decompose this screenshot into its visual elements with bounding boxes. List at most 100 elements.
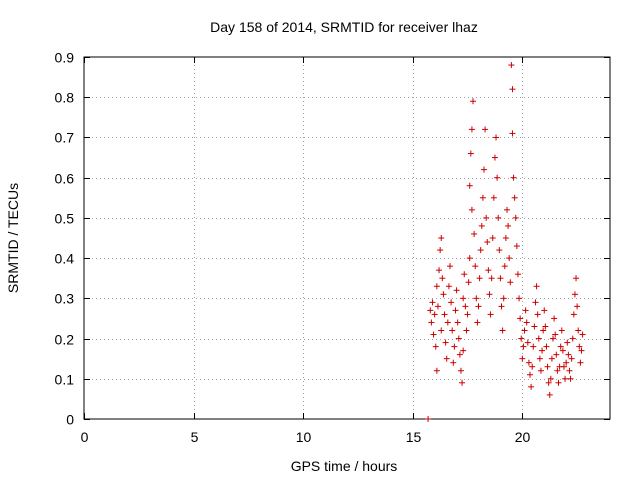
data-point [570, 311, 577, 318]
data-point [524, 339, 531, 346]
data-point [465, 279, 472, 286]
data-point [490, 194, 497, 201]
data-point [573, 275, 580, 282]
data-point [513, 243, 520, 250]
data-point [508, 62, 515, 69]
data-point [436, 267, 443, 274]
data-point [463, 327, 470, 334]
data-point [566, 367, 573, 374]
grid-lines [84, 57, 610, 419]
data-point [500, 295, 507, 302]
data-point [454, 319, 461, 326]
data-point [437, 247, 444, 254]
data-point [476, 275, 483, 282]
data-point [453, 287, 460, 294]
data-point [496, 247, 503, 254]
data-point [494, 174, 501, 181]
axis-ticks [84, 57, 610, 420]
data-point [466, 255, 473, 262]
data-point [506, 255, 513, 262]
data-point [451, 343, 458, 350]
data-point [564, 339, 571, 346]
data-point [433, 367, 440, 374]
data-point [514, 271, 521, 278]
data-point [464, 311, 471, 318]
data-point [439, 275, 446, 282]
data-point [441, 311, 448, 318]
plot-frame [83, 56, 611, 420]
data-point [491, 154, 498, 161]
data-point [449, 327, 456, 334]
y-tick-label: 0.4 [55, 251, 75, 267]
data-point [442, 339, 449, 346]
y-tick-label: 0.1 [55, 372, 75, 388]
data-point [528, 383, 535, 390]
data-point [431, 311, 438, 318]
y-tick-label: 0.3 [55, 291, 75, 307]
data-point [499, 327, 506, 334]
data-point [569, 335, 576, 342]
data-point [576, 343, 583, 350]
x-tick-label: 15 [406, 429, 422, 445]
data-point [475, 303, 482, 310]
data-point [460, 347, 467, 354]
data-point [527, 371, 534, 378]
data-point [443, 355, 450, 362]
data-point [560, 363, 567, 370]
data-point [511, 194, 518, 201]
data-point [543, 343, 550, 350]
data-point [444, 319, 451, 326]
data-point [547, 375, 554, 382]
data-point [503, 206, 510, 213]
data-point [495, 214, 502, 221]
data-point [557, 343, 564, 350]
data-point [567, 375, 574, 382]
data-point [533, 283, 540, 290]
data-point [537, 367, 544, 374]
data-point [484, 239, 491, 246]
data-point [461, 271, 468, 278]
data-point [486, 291, 493, 298]
data-point [477, 247, 484, 254]
data-point [531, 323, 538, 330]
data-point [472, 263, 479, 270]
data-point [523, 319, 530, 326]
data-point [432, 343, 439, 350]
data-point [553, 351, 560, 358]
data-point [428, 319, 435, 326]
data-point [544, 363, 551, 370]
data-point [498, 303, 505, 310]
data-point [483, 214, 490, 221]
data-point [517, 315, 524, 322]
y-tick-label: 0.6 [55, 171, 75, 187]
x-axis-label: GPS time / hours [291, 458, 398, 474]
data-point [473, 295, 480, 302]
data-point [445, 283, 452, 290]
data-point [501, 263, 508, 270]
data-point [462, 303, 469, 310]
data-point [474, 319, 481, 326]
data-point [550, 335, 557, 342]
data-point [545, 379, 552, 386]
data-point [457, 367, 464, 374]
data-point [429, 299, 436, 306]
data-point [509, 130, 516, 137]
data-point [467, 150, 474, 157]
data-point [466, 182, 473, 189]
x-tick-label: 0 [81, 429, 89, 445]
data-point [574, 303, 581, 310]
data-point [502, 235, 509, 241]
data-point [525, 359, 532, 366]
data-point [505, 222, 512, 229]
data-point [507, 279, 514, 286]
x-tick-label: 5 [191, 429, 199, 445]
data-point [468, 206, 475, 213]
data-point [559, 347, 566, 354]
data-point [485, 267, 492, 274]
data-point [480, 166, 487, 173]
data-point [455, 335, 462, 342]
data-point [571, 291, 578, 298]
data-point [512, 214, 519, 221]
data-point [518, 335, 525, 342]
y-tick-label: 0.8 [55, 90, 75, 106]
